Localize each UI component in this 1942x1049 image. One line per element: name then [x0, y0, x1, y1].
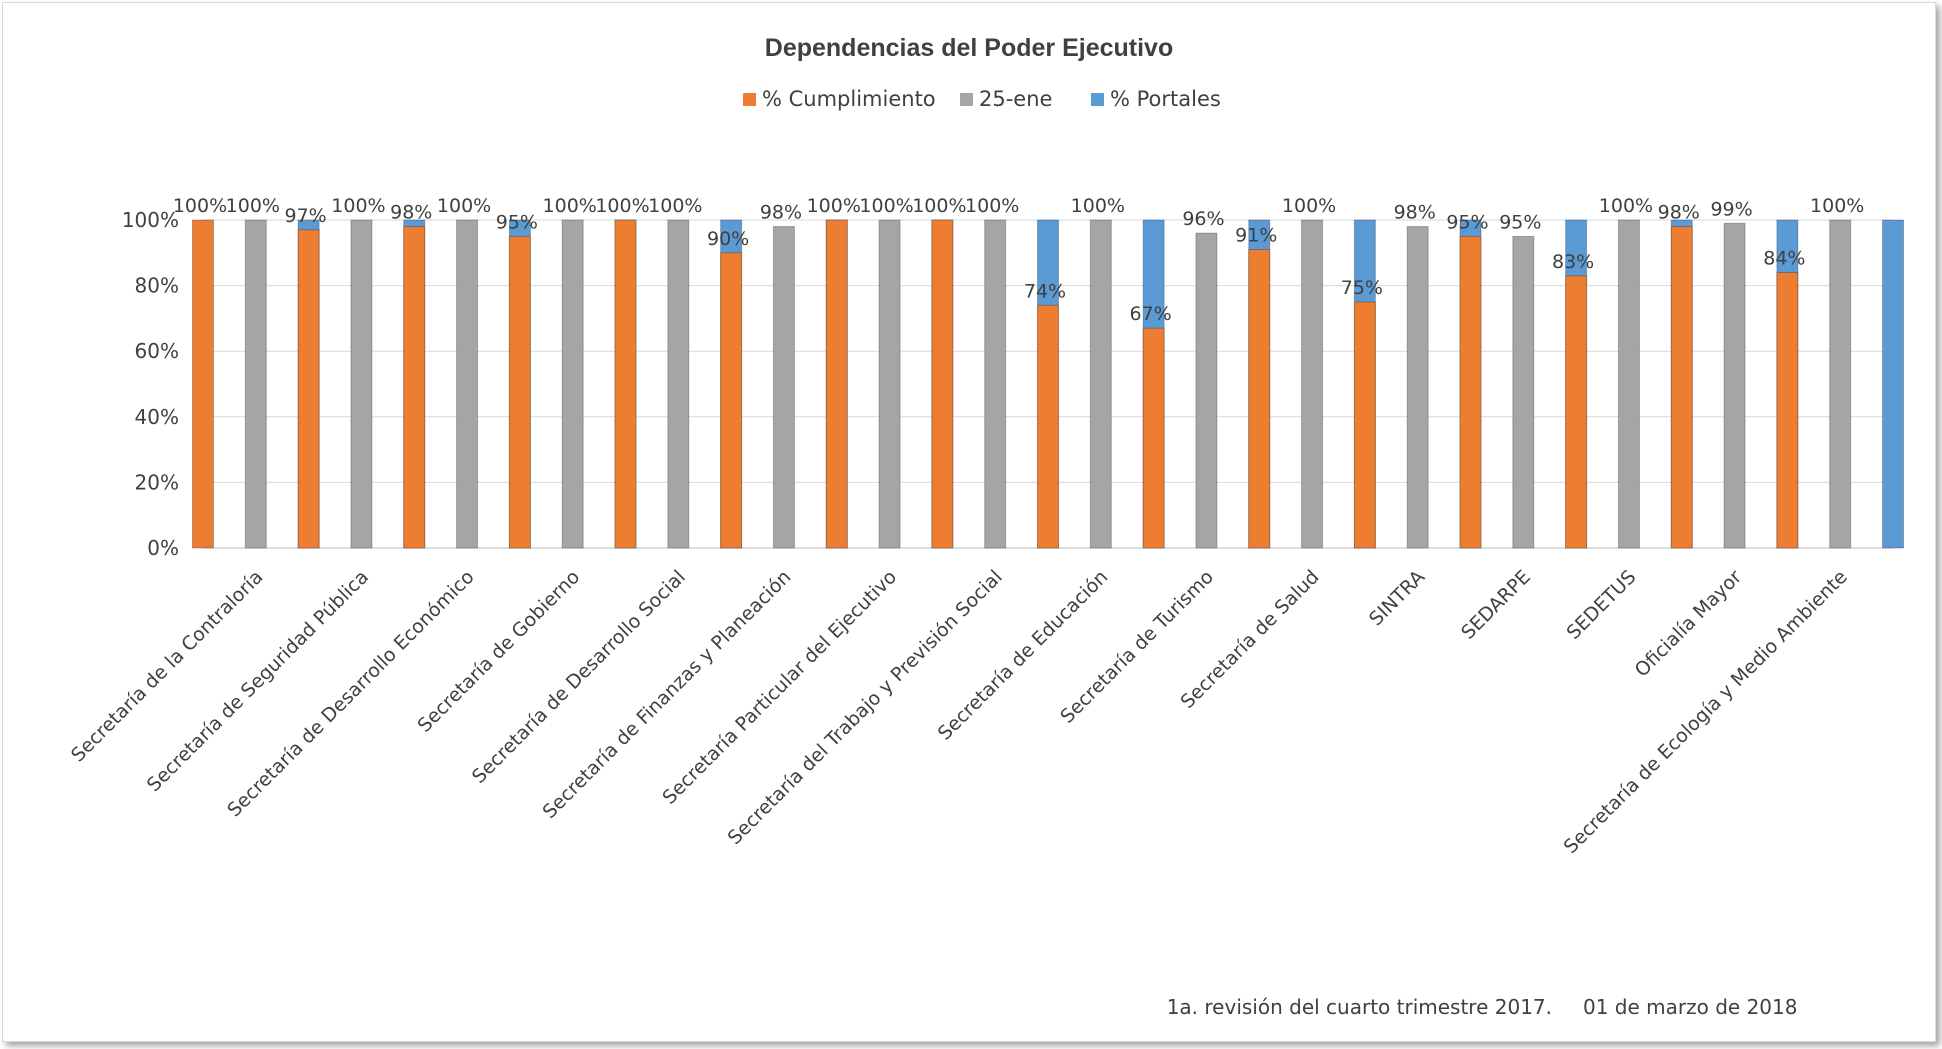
data-label: 90%: [707, 228, 749, 250]
bar--cumplimiento: [720, 252, 743, 549]
data-label: 100%: [965, 195, 1019, 217]
bar-25-ene: [244, 219, 267, 549]
bar--cumplimiento: [297, 229, 320, 549]
data-label: 100%: [1071, 195, 1125, 217]
data-label: 98%: [390, 202, 432, 224]
bar-25-ene: [1089, 219, 1112, 549]
bar-25-ene: [1723, 222, 1746, 549]
bar-25-ene: [1512, 235, 1535, 549]
data-label: 100%: [648, 195, 702, 217]
data-label: 100%: [807, 195, 861, 217]
bar-25-ene: [772, 226, 795, 549]
bar-25-ene: [1406, 226, 1429, 549]
data-label: 96%: [1182, 208, 1224, 230]
category-label: SINTRA: [1365, 566, 1429, 630]
bar-25-ene: [561, 219, 584, 549]
bar--cumplimiento: [931, 219, 954, 549]
data-label: 100%: [1282, 195, 1336, 217]
bar-25-ene: [1301, 219, 1324, 549]
data-label: 100%: [331, 195, 385, 217]
bar--cumplimiento: [1565, 275, 1588, 549]
y-tick-label: 0%: [147, 536, 179, 560]
bar--cumplimiento: [1776, 271, 1799, 549]
category-label: Secretaría de Seguridad Pública: [143, 566, 373, 796]
category-label: SEDARPE: [1457, 566, 1535, 644]
category-label: SEDETUS: [1562, 566, 1640, 644]
bar--cumplimiento: [825, 219, 848, 549]
y-tick-label: 40%: [135, 405, 179, 429]
chart-title: Dependencias del Poder Ejecutivo: [765, 34, 1173, 62]
bar--cumplimiento: [403, 226, 426, 549]
bar-25-ene: [1617, 219, 1640, 549]
legend-label: % Cumplimiento: [762, 87, 936, 111]
bar--cumplimiento: [1037, 304, 1059, 549]
bar--cumplimiento: [1459, 235, 1482, 549]
legend-swatch: [1091, 93, 1104, 106]
category-label: Secretaría Particular del Ejecutivo: [658, 566, 901, 809]
bar-25-ene: [984, 219, 1007, 549]
bar-25-ene: [878, 219, 901, 549]
footer-date: 01 de marzo de 2018: [1583, 995, 1797, 1019]
legend-label: 25-ene: [979, 87, 1052, 111]
category-label: Secretaría de Educación: [934, 566, 1113, 745]
bars: [192, 219, 1904, 549]
bar-25-ene: [350, 219, 373, 549]
bar--portales: [1882, 219, 1904, 549]
data-label: 100%: [859, 195, 913, 217]
y-tick-label: 60%: [135, 339, 179, 363]
legend-swatch: [743, 93, 756, 106]
data-label: 100%: [437, 195, 491, 217]
y-axis: 0% 20% 40% 60% 80% 100%: [122, 208, 179, 560]
bar-25-ene: [1195, 232, 1218, 549]
data-label: 98%: [1394, 202, 1436, 224]
bar-25-ene: [456, 219, 479, 549]
category-label: Secretaría de la Contraloría: [67, 566, 267, 766]
data-label: 91%: [1235, 225, 1277, 247]
data-label: 100%: [543, 195, 597, 217]
data-label: 97%: [285, 205, 327, 227]
data-label: 100%: [1810, 195, 1864, 217]
bar--cumplimiento: [614, 219, 637, 549]
chart-legend: % Cumplimiento 25-ene % Portales: [743, 87, 1221, 111]
data-labels: 100%100% 97% 100% 98% 100%95%100%100%100%90%…: [173, 195, 1865, 325]
category-label: Secretaría de Desarrollo Social: [468, 566, 690, 788]
data-label: 74%: [1024, 280, 1066, 302]
footer-revision: 1a. revisión del cuarto trimestre 2017.: [1167, 995, 1552, 1019]
y-tick-label: 20%: [135, 470, 179, 494]
data-label: 67%: [1130, 303, 1172, 325]
data-label: 100%: [912, 195, 966, 217]
data-label: 84%: [1763, 247, 1805, 269]
legend-swatch: [960, 93, 973, 106]
data-label: 98%: [760, 202, 802, 224]
bar-chart: Dependencias del Poder Ejecutivo % Cumpl…: [67, 34, 1904, 1019]
data-label: 75%: [1341, 277, 1383, 299]
data-label: 100%: [1599, 195, 1653, 217]
data-label: 95%: [1446, 211, 1488, 233]
data-label: 98%: [1658, 202, 1700, 224]
bar--cumplimiento: [1353, 301, 1376, 549]
data-label: 95%: [496, 211, 538, 233]
bar-25-ene: [667, 219, 690, 549]
bar--cumplimiento: [1142, 327, 1165, 549]
data-label: 99%: [1710, 198, 1752, 220]
data-label: 100%: [173, 195, 227, 217]
data-label: 100%: [226, 195, 280, 217]
bar--cumplimiento: [1248, 249, 1271, 549]
data-label: 100%: [595, 195, 649, 217]
y-tick-label: 80%: [135, 274, 179, 298]
y-tick-label: 100%: [122, 208, 179, 232]
bar--cumplimiento: [192, 219, 214, 549]
bar-25-ene: [1829, 219, 1852, 549]
data-label: 95%: [1499, 211, 1541, 233]
data-label: 83%: [1552, 251, 1594, 273]
category-label: Oficialía Mayor: [1631, 566, 1747, 682]
legend-label: % Portales: [1110, 87, 1221, 111]
bar--cumplimiento: [1670, 226, 1693, 549]
bar--cumplimiento: [508, 235, 531, 549]
